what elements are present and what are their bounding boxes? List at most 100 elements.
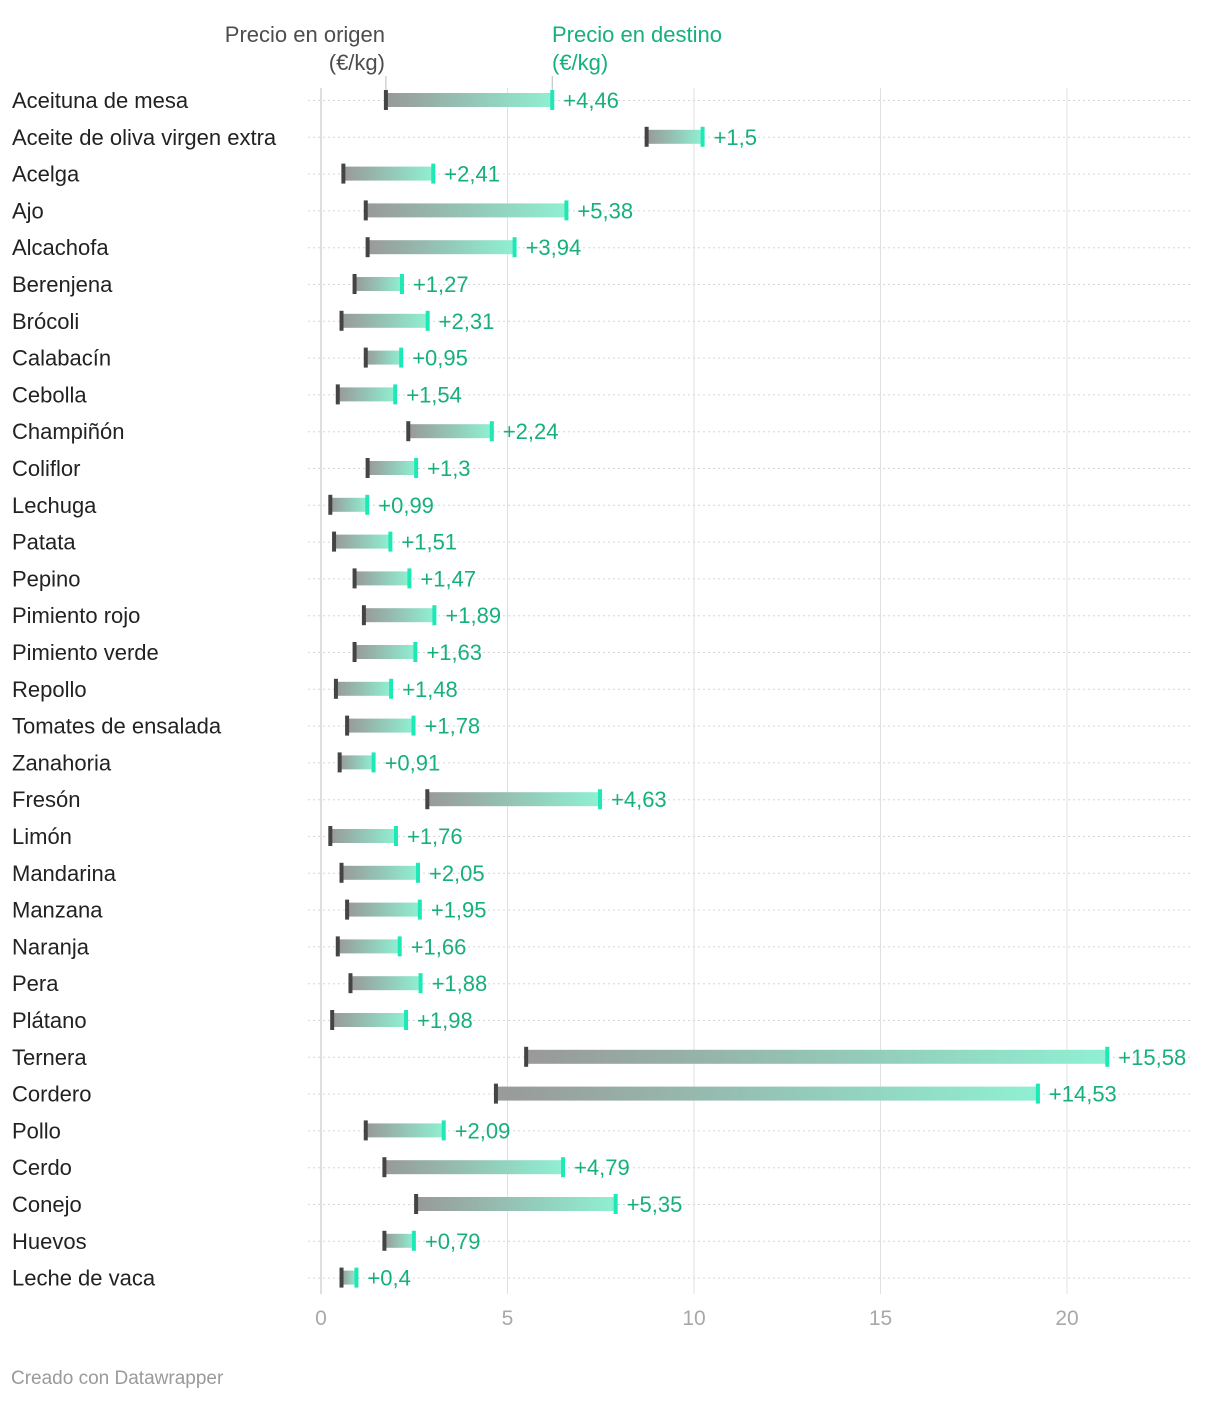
origin-marker xyxy=(414,1194,419,1214)
difference-label: +1,66 xyxy=(411,934,467,959)
row-21: Mandarina +2,05 xyxy=(12,861,1190,886)
x-tick-label-0: 0 xyxy=(315,1307,327,1330)
category-label: Ternera xyxy=(12,1045,87,1070)
range-bar xyxy=(367,240,515,255)
category-label: Alcachofa xyxy=(12,235,109,260)
origin-marker xyxy=(345,899,350,920)
origin-marker xyxy=(341,163,346,184)
origin-marker xyxy=(425,789,430,810)
range-bar xyxy=(367,461,417,475)
range-bar xyxy=(334,534,391,549)
row-7: Calabacín +0,95 xyxy=(12,346,1190,371)
difference-label: +2,05 xyxy=(429,861,485,886)
category-label: Conejo xyxy=(12,1192,82,1217)
row-26: Ternera +15,58 xyxy=(12,1045,1190,1070)
destination-marker xyxy=(393,826,398,846)
row-24: Pera +1,88 xyxy=(12,971,1190,996)
origin-marker xyxy=(339,862,344,883)
x-tick-label-20: 20 xyxy=(1055,1307,1078,1330)
row-25: Plátano +1,98 xyxy=(12,1008,1190,1033)
range-bar xyxy=(332,1013,407,1027)
range-bar xyxy=(341,865,418,880)
range-bar xyxy=(354,571,410,586)
row-5: Berenjena +1,27 xyxy=(12,272,1190,297)
row-27: Cordero +14,53 xyxy=(12,1082,1190,1107)
difference-label: +15,58 xyxy=(1118,1045,1186,1070)
origin-marker xyxy=(406,421,411,442)
category-label: Ajo xyxy=(12,198,44,223)
difference-label: +0,99 xyxy=(378,493,434,518)
destination-header-line1: Precio en destino xyxy=(552,22,722,47)
destination-marker xyxy=(561,1157,566,1178)
difference-label: +1,63 xyxy=(426,640,482,665)
destination-marker xyxy=(413,642,418,662)
difference-label: +0,91 xyxy=(385,750,441,775)
row-18: Zanahoria +0,91 xyxy=(12,750,1190,775)
difference-label: +4,63 xyxy=(611,787,667,812)
difference-label: +1,27 xyxy=(413,272,469,297)
category-label: Aceite de oliva virgen extra xyxy=(12,125,277,150)
range-bar xyxy=(343,166,434,181)
difference-label: +0,79 xyxy=(425,1229,481,1254)
category-label: Cebolla xyxy=(12,382,87,407)
origin-marker xyxy=(383,90,388,110)
x-tick-label-10: 10 xyxy=(682,1307,705,1330)
range-bar xyxy=(335,681,392,696)
destination-marker xyxy=(397,936,402,957)
range-bar xyxy=(365,203,567,218)
origin-marker xyxy=(352,274,357,294)
category-label: Pera xyxy=(12,971,59,996)
row-1: Aceite de oliva virgen extra +1,5 xyxy=(12,125,1190,150)
row-12: Patata +1,51 xyxy=(12,530,1190,555)
origin-marker xyxy=(363,200,368,221)
x-axis: 0 5 10 15 20 xyxy=(315,1307,1079,1330)
range-bar xyxy=(354,277,402,291)
category-label: Brócoli xyxy=(12,309,79,334)
difference-label: +1,51 xyxy=(401,530,457,555)
difference-label: +2,09 xyxy=(455,1118,511,1143)
difference-label: +1,76 xyxy=(407,824,463,849)
range-bar xyxy=(354,645,416,659)
origin-marker xyxy=(328,826,333,846)
category-label: Manzana xyxy=(12,898,103,923)
origin-marker xyxy=(328,494,333,515)
category-label: Plátano xyxy=(12,1008,87,1033)
difference-label: +1,48 xyxy=(402,677,458,702)
origin-header-line2: (€/kg) xyxy=(329,50,385,75)
origin-marker xyxy=(352,568,357,589)
origin-marker xyxy=(382,1230,387,1251)
range-bar xyxy=(337,939,400,954)
origin-marker xyxy=(339,1267,344,1288)
range-bar xyxy=(347,902,420,917)
origin-marker xyxy=(365,237,370,258)
x-tick-label-15: 15 xyxy=(869,1307,892,1330)
row-0: Aceituna de mesa +4,46 xyxy=(12,88,1190,113)
difference-label: +1,98 xyxy=(417,1008,473,1033)
difference-label: +1,95 xyxy=(431,898,487,923)
difference-label: +4,46 xyxy=(563,88,619,113)
column-headers: Precio en origen (€/kg) Precio en destin… xyxy=(225,22,722,90)
range-bar xyxy=(341,313,428,328)
category-label: Repollo xyxy=(12,677,87,702)
x-tick-label-5: 5 xyxy=(502,1307,514,1330)
destination-marker xyxy=(1035,1083,1040,1104)
destination-marker xyxy=(425,310,430,331)
difference-label: +1,54 xyxy=(406,382,462,407)
row-14: Pimiento rojo +1,89 xyxy=(12,603,1190,628)
row-13: Pepino +1,47 xyxy=(12,566,1190,591)
row-10: Coliflor +1,3 xyxy=(12,456,1190,481)
category-label: Patata xyxy=(12,530,76,555)
category-label: Zanahoria xyxy=(12,750,112,775)
category-label: Calabacín xyxy=(12,346,111,371)
destination-marker xyxy=(613,1194,618,1214)
category-label: Lechuga xyxy=(12,493,97,518)
row-23: Naranja +1,66 xyxy=(12,934,1190,959)
origin-marker xyxy=(335,384,340,405)
destination-marker xyxy=(417,899,422,920)
range-bar xyxy=(341,1270,357,1285)
category-label: Naranja xyxy=(12,934,90,959)
range-bar xyxy=(495,1086,1038,1101)
destination-marker xyxy=(371,752,376,773)
row-32: Leche de vaca +0,4 xyxy=(12,1266,1190,1291)
category-label: Champiñón xyxy=(12,419,125,444)
